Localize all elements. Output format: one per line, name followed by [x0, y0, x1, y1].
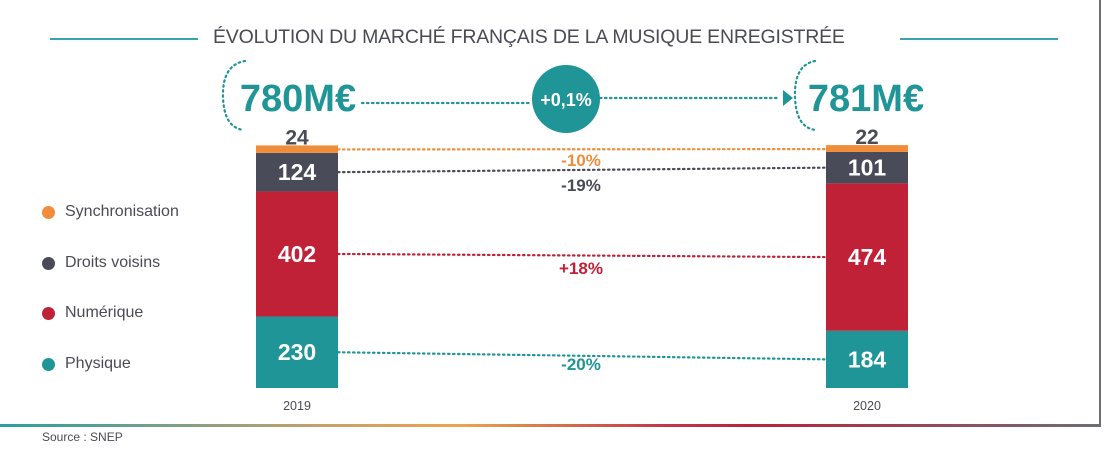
bar-value-label: 124 — [278, 159, 317, 185]
bar-2019-numérique — [256, 191, 338, 317]
legend-item-droits-voisins: Droits voisins — [42, 251, 160, 275]
bar-2019-droits-voisins — [256, 152, 338, 192]
bar-2019-synchronisation — [256, 145, 338, 153]
legend-dot-icon — [42, 205, 55, 219]
legend-item-numerique: Numérique — [42, 301, 143, 325]
legend-label: Synchronisation — [65, 203, 179, 220]
connector-line-numérique — [336, 252, 828, 259]
bar-value-label: 184 — [848, 346, 887, 372]
connector-line-droits-voisins — [336, 166, 828, 174]
total-change-label: +0,1% — [540, 90, 592, 110]
total-2019: 780M€ — [240, 78, 356, 120]
x-tick-label: 2019 — [283, 399, 311, 413]
title-rule-left — [50, 38, 198, 40]
legend-dot-icon — [42, 306, 55, 320]
bar-2020-droits-voisins — [826, 151, 908, 184]
total-2020: 781M€ — [808, 78, 924, 120]
bar-2020-synchronisation — [826, 145, 908, 152]
chart-title: ÉVOLUTION DU MARCHÉ FRANÇAIS DE LA MUSIQ… — [213, 26, 845, 48]
bar-value-label: 101 — [848, 155, 887, 181]
legend-label: Droits voisins — [65, 254, 161, 271]
change-label: -19% — [561, 176, 601, 195]
title-rule-right — [900, 38, 1058, 40]
chart-header: ÉVOLUTION DU MARCHÉ FRANÇAIS DE LA MUSIQ… — [0, 26, 1101, 50]
bar-2020-numérique — [826, 183, 908, 331]
x-tick-label: 2020 — [853, 399, 881, 413]
change-label: +18% — [559, 259, 603, 278]
chart-frame — [1099, 0, 1101, 426]
bar-value-label: 230 — [278, 339, 316, 365]
legend-label: Physique — [65, 355, 131, 372]
change-label: -10% — [561, 151, 601, 170]
legend-label: Numérique — [65, 304, 144, 321]
dotted-arc — [793, 59, 818, 132]
bar-value-label: 402 — [278, 241, 316, 267]
legend-item-physique: Physique — [42, 352, 131, 376]
source-note: Source : SNEP — [42, 430, 123, 444]
gradient-divider — [0, 424, 1101, 427]
legend-item-synchronisation: Synchronisation — [42, 200, 179, 224]
arrow-right-icon — [783, 90, 793, 106]
bar-2019-physique — [256, 316, 338, 388]
bar-value-label: 22 — [855, 126, 878, 149]
dotted-arc — [221, 59, 247, 132]
change-badge — [532, 65, 600, 133]
bar-value-label: 474 — [848, 244, 887, 270]
legend-dot-icon — [42, 357, 55, 371]
legend-dot-icon — [42, 256, 55, 270]
connector-line-physique — [336, 351, 828, 361]
change-label: -20% — [561, 355, 601, 374]
bar-2020-physique — [826, 330, 908, 388]
bar-value-label: 24 — [285, 126, 309, 149]
